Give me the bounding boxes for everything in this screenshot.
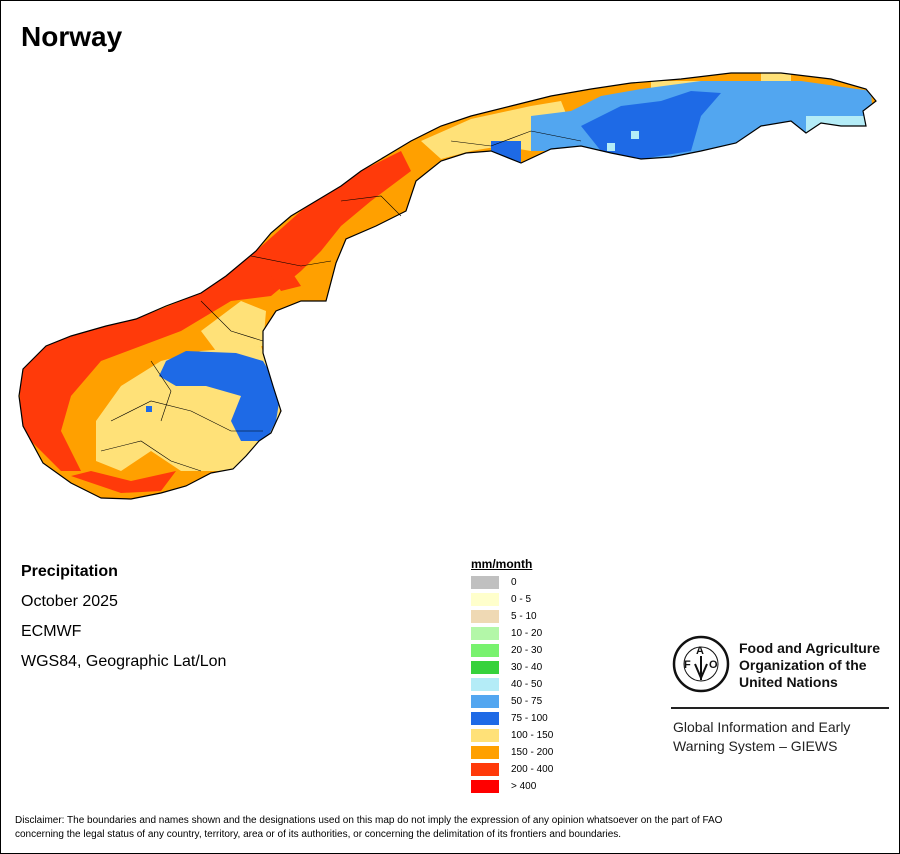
projection-label: WGS84, Geographic Lat/Lon <box>21 653 227 670</box>
legend-label: 75 - 100 <box>511 713 548 724</box>
legend-item: 40 - 50 <box>471 676 553 693</box>
legend-label: 0 - 5 <box>511 594 532 605</box>
legend-item: 5 - 10 <box>471 608 553 625</box>
legend: mm/month 0 0 - 5 5 - 10 10 - 20 20 - 30 30 - … <box>471 557 553 795</box>
fao-name: Food and Agriculture Organization of the… <box>739 640 880 691</box>
giews-label: Global Information and Early Warning Sys… <box>673 718 850 756</box>
legend-label: 40 - 50 <box>511 679 543 690</box>
legend-label: 200 - 400 <box>511 764 554 775</box>
legend-item: 75 - 100 <box>471 710 553 727</box>
legend-swatch <box>471 763 499 776</box>
legend-swatch <box>471 610 499 623</box>
legend-item: 0 - 5 <box>471 591 553 608</box>
fao-logo-block: F A O Food and Agriculture Organization … <box>671 634 889 754</box>
legend-swatch <box>471 644 499 657</box>
legend-item: > 400 <box>471 778 553 795</box>
legend-label: 0 <box>511 577 517 588</box>
svg-text:A: A <box>696 645 704 657</box>
legend-item: 30 - 40 <box>471 659 553 676</box>
divider <box>671 707 889 709</box>
legend-item: 10 - 20 <box>471 625 553 642</box>
legend-label: 150 - 200 <box>511 747 554 758</box>
legend-swatch <box>471 661 499 674</box>
giews-line: Global Information and Early <box>673 719 851 735</box>
disclaimer-line: concerning the legal status of any count… <box>15 829 622 840</box>
legend-swatch <box>471 627 499 640</box>
legend-label: 50 - 75 <box>511 696 543 707</box>
legend-label: > 400 <box>511 781 537 792</box>
variable-label: Precipitation <box>21 563 118 580</box>
disclaimer-line: Disclaimer: The boundaries and names sho… <box>15 815 723 826</box>
legend-label: 30 - 40 <box>511 662 543 673</box>
fao-name-line: Organization of the <box>739 657 867 673</box>
legend-swatch <box>471 729 499 742</box>
legend-item: 50 - 75 <box>471 693 553 710</box>
legend-item: 200 - 400 <box>471 761 553 778</box>
legend-item: 0 <box>471 574 553 591</box>
legend-label: 5 - 10 <box>511 611 537 622</box>
county-boundaries <box>100 130 582 472</box>
map-title: Norway <box>21 21 123 52</box>
legend-swatch <box>471 576 499 589</box>
giews-line: Warning System – GIEWS <box>673 738 838 754</box>
legend-item: 100 - 150 <box>471 727 553 744</box>
fao-emblem-icon: F A O <box>672 635 730 693</box>
legend-swatch <box>471 780 499 793</box>
legend-swatch <box>471 746 499 759</box>
legend-label: 10 - 20 <box>511 628 543 639</box>
legend-swatch <box>471 678 499 691</box>
legend-label: 100 - 150 <box>511 730 554 741</box>
svg-text:F: F <box>684 659 691 671</box>
legend-title: mm/month <box>471 557 533 571</box>
fao-name-line: Food and Agriculture <box>739 640 881 656</box>
legend-item: 20 - 30 <box>471 642 553 659</box>
source-label: ECMWF <box>21 623 82 640</box>
precipitation-fill <box>19 73 876 499</box>
legend-item: 150 - 200 <box>471 744 553 761</box>
period-label: October 2025 <box>21 593 118 610</box>
legend-label: 20 - 30 <box>511 645 543 656</box>
legend-swatch <box>471 712 499 725</box>
legend-swatch <box>471 695 499 708</box>
svg-text:O: O <box>709 659 718 671</box>
fao-name-line: United Nations <box>739 674 838 690</box>
legend-swatch <box>471 593 499 606</box>
disclaimer: Disclaimer: The boundaries and names sho… <box>15 814 895 842</box>
